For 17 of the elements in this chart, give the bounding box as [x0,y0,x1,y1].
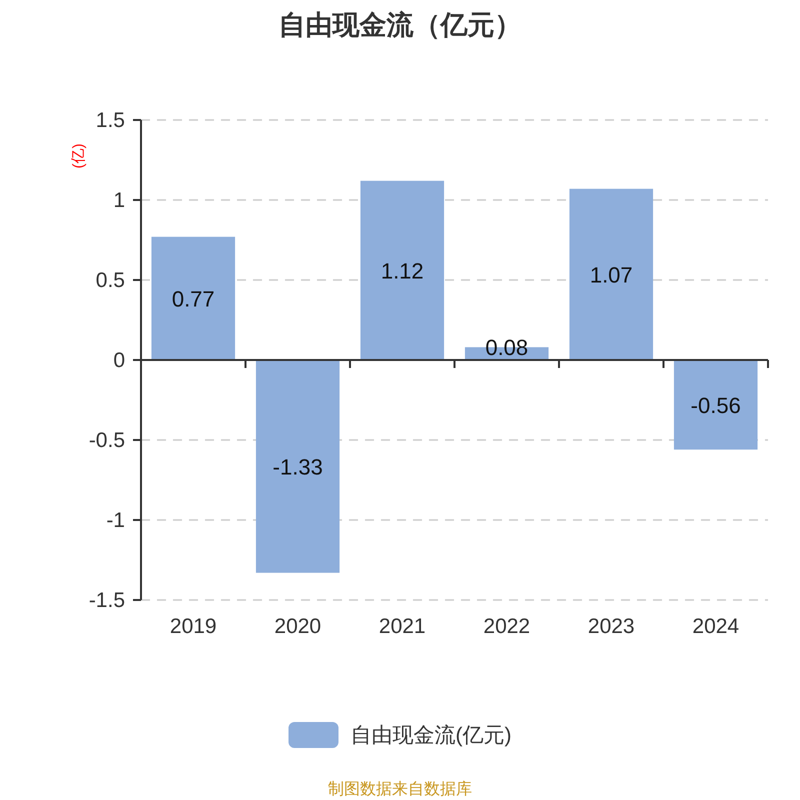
y-tick-label: -1.5 [88,588,125,612]
x-tick-label: 2022 [483,614,530,638]
legend-label: 自由现金流(亿元) [350,724,512,746]
y-tick-label: 1 [113,188,125,212]
x-tick-label: 2021 [378,614,426,638]
y-tick-label: -1 [106,508,125,532]
x-tick-label: 2023 [588,614,635,638]
ylabel: (亿) [70,144,87,168]
title: 自由现金流（亿元） [278,10,522,40]
y-tick-label: 0.5 [96,268,125,292]
x-tick-label: 2020 [274,614,322,638]
annotation: 制图数据来自数据库 [328,780,472,798]
y-tick-label: 1.5 [96,108,125,132]
y-tick-label: 0 [113,348,125,372]
x-tick-label: 2019 [170,614,217,638]
x-tick-label: 2024 [692,614,740,638]
y-tick-label: -0.5 [88,428,125,452]
